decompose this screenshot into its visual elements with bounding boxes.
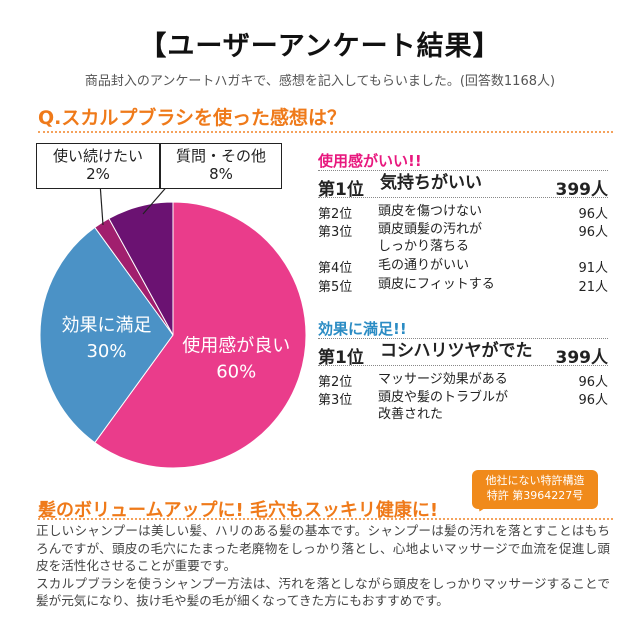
- rank-text: コシハリツヤがでた: [380, 341, 533, 361]
- rank-label: 第3位: [318, 225, 353, 240]
- rank-count: 96人: [578, 207, 608, 222]
- question-divider: [38, 131, 613, 133]
- description-paragraph: 正しいシャンプーは美しい髪、ハリのある髪の基本です。シャンプーは髪の汚れを落とす…: [36, 523, 610, 573]
- callout-questions-value: 8%: [209, 165, 233, 183]
- rank-label: 第4位: [318, 261, 353, 276]
- rank-label: 第2位: [318, 207, 353, 222]
- pie-slice-value: 60%: [216, 362, 256, 383]
- rank-label: 第5位: [318, 280, 353, 295]
- ranking-row: 第2位 頭皮を傷つけない 96人: [318, 203, 608, 223]
- rank-text-line2: 改善された: [378, 407, 444, 422]
- pie-slice-value: 30%: [86, 341, 126, 362]
- rank-text: 頭皮や髪のトラブルが 改善された: [378, 389, 508, 423]
- rank-count: 96人: [578, 393, 608, 408]
- page-subtitle: 商品封入のアンケートハガキで、感想を記入してもらいました。(回答数1168人): [84, 74, 556, 89]
- rank-text-line2: しっかり落ちる: [378, 239, 470, 254]
- rank-text: 頭皮にフィットする: [378, 277, 495, 292]
- question-heading: Q.スカルプブラシを使った感想は？: [38, 107, 346, 129]
- pie-slice: [39, 226, 174, 444]
- ranking-row: 第3位 頭皮頭髪の汚れが しっかり落ちる 96人: [318, 221, 608, 254]
- rank-label: 第2位: [318, 375, 353, 390]
- patent-badge-line1: 他社にない特許構造: [485, 474, 585, 487]
- ranking-row: 第5位 頭皮にフィットする 21人: [318, 276, 608, 296]
- ranking-row: 第1位 コシハリツヤがでた 399人: [318, 341, 608, 369]
- ranking-row: 第1位 気持ちがいい 399人: [318, 173, 608, 201]
- rank-count: 96人: [578, 375, 608, 390]
- rank-count: 399人: [555, 348, 609, 368]
- callout-questions-other: 質問・その他 8%: [160, 143, 282, 189]
- rank-count: 91人: [578, 261, 608, 276]
- rank-label: 第1位: [318, 180, 364, 200]
- rank-text: 頭皮を傷つけない: [378, 204, 483, 219]
- rank-text: 毛の通りがいい: [378, 258, 470, 273]
- rank-text: マッサージ効果がある: [378, 372, 508, 387]
- rank-label: 第3位: [318, 393, 353, 408]
- pie-slice: [94, 201, 307, 469]
- ranking-row: 第2位 マッサージ効果がある 96人: [318, 371, 608, 391]
- callout-questions-label: 質問・その他: [175, 147, 266, 165]
- ranking-row: 第4位 毛の通りがいい 91人: [318, 257, 608, 277]
- rank-text-line1: 頭皮頭髪の汚れが: [378, 222, 483, 237]
- pie-slice: [108, 201, 174, 336]
- description-text: 正しいシャンプーは美しい髪、ハリのある髪の基本です。シャンプーは髪の汚れを落とす…: [36, 522, 610, 610]
- patent-badge: 他社にない特許構造 特許 第3964227号: [472, 470, 598, 509]
- headline-divider: [38, 518, 613, 520]
- section-effect-rule-2: [318, 365, 608, 366]
- section-usability-rule: [318, 170, 608, 171]
- pie-slice-label: 使用感が良い: [182, 336, 290, 357]
- section-usability-heading: 使用感がいい!!: [318, 152, 422, 170]
- page-title: 【ユーザーアンケート結果】: [139, 31, 501, 62]
- callout-keep-using: 使い続けたい 2%: [36, 143, 160, 189]
- callout-keep-using-label: 使い続けたい: [52, 147, 143, 165]
- description-paragraph: スカルプブラシを使うシャンプー方法は、汚れを落としながら頭皮をしっかりマッサージ…: [36, 575, 610, 609]
- callout-keep-using-value: 2%: [86, 165, 110, 183]
- pie-slice-label: 効果に満足: [62, 315, 152, 336]
- rank-text-line1: 頭皮や髪のトラブルが: [378, 390, 509, 405]
- rank-count: 96人: [578, 225, 608, 240]
- benefit-headline: 髪のボリュームアップに! 毛穴もスッキリ健康に!: [38, 500, 439, 521]
- section-usability-rule-2: [318, 197, 608, 198]
- rank-count: 399人: [555, 180, 609, 200]
- rank-text: 気持ちがいい: [380, 173, 482, 193]
- ranking-row: 第3位 頭皮や髪のトラブルが 改善された 96人: [318, 389, 608, 422]
- section-effect-heading: 効果に満足!!: [318, 320, 407, 338]
- rank-label: 第1位: [318, 348, 364, 368]
- rank-text: 頭皮頭髪の汚れが しっかり落ちる: [378, 221, 482, 255]
- callout-leader-1: [99, 182, 104, 226]
- rank-count: 21人: [578, 280, 608, 295]
- section-effect-rule: [318, 338, 608, 339]
- patent-badge-line2: 特許 第3964227号: [486, 489, 584, 502]
